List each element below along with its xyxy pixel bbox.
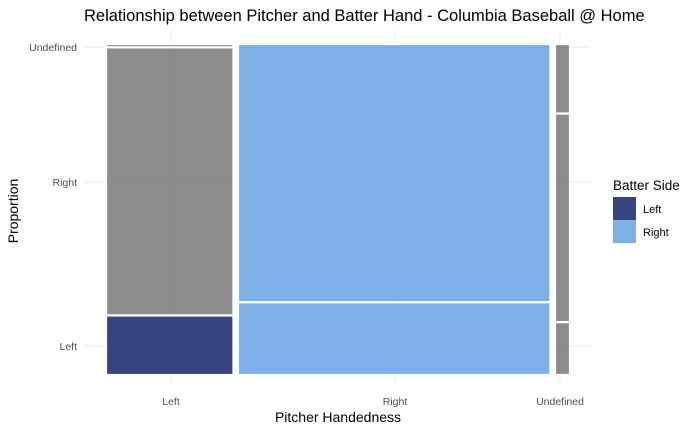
y-tick-label: Undefined: [29, 42, 77, 54]
mosaic-tile-right-right: [236, 42, 552, 304]
y-axis-title: Proportion: [5, 179, 21, 244]
mosaic-tile-undefined-left: [553, 320, 572, 377]
legend: Batter Side Left Right: [613, 178, 680, 243]
mosaic-tile-left-undefined: [104, 42, 235, 49]
x-tick-label: Right: [383, 396, 408, 408]
mosaic-tile-left-right: [104, 46, 235, 317]
mosaic-tiles: [104, 42, 572, 377]
mosaic-tile-undefined-right: [553, 112, 572, 324]
mosaic-tile-left-left: [104, 314, 235, 377]
x-axis-title: Pitcher Handedness: [275, 409, 401, 425]
y-tick-label: Right: [52, 177, 77, 189]
mosaic-tile-right-left: [236, 301, 552, 377]
legend-swatch: [613, 197, 636, 220]
legend-label: Left: [643, 204, 661, 216]
legend-swatch: [613, 220, 636, 243]
mosaic-tile-undefined-undefined: [553, 42, 572, 115]
chart-title: Relationship between Pitcher and Batter …: [84, 7, 645, 25]
legend-label: Right: [643, 227, 669, 239]
y-tick-label: Left: [59, 341, 77, 353]
x-tick-labels: Left Right Undefined: [162, 396, 584, 408]
legend-title: Batter Side: [613, 178, 680, 193]
y-tick-labels: Left Right Undefined: [29, 42, 77, 353]
legend-items: Left Right: [613, 197, 669, 243]
x-tick-label: Left: [162, 396, 180, 408]
x-tick-label: Undefined: [536, 396, 584, 408]
